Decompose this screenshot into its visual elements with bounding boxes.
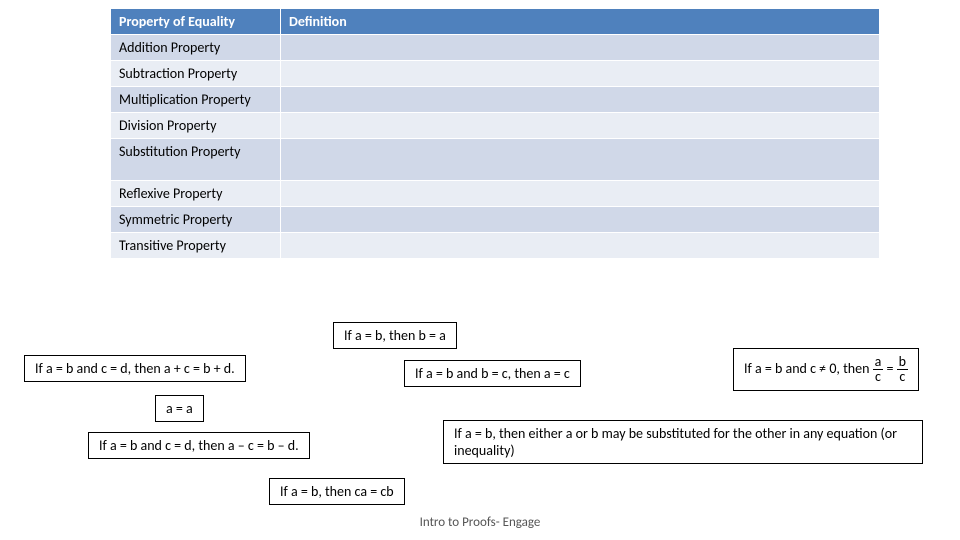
table-row: Substitution Property: [111, 139, 281, 181]
table-row: Multiplication Property: [111, 87, 281, 113]
footer-text: Intro to Proofs- Engage: [0, 515, 960, 530]
card-reflexive: a = a: [155, 395, 204, 422]
card-addition: If a = b and c = d, then a + c = b + d.: [24, 355, 246, 382]
card-multiplication: If a = b, then ca = cb: [269, 478, 405, 505]
table-cell-def: [281, 87, 880, 113]
table-cell-def: [281, 181, 880, 207]
fraction-a-over-c: ac: [873, 355, 884, 384]
table-row: Reflexive Property: [111, 181, 281, 207]
table-row: Subtraction Property: [111, 61, 281, 87]
table-row: Division Property: [111, 113, 281, 139]
table-cell-def: [281, 113, 880, 139]
card-division: If a = b and c ≠ 0, then ac = bc: [733, 348, 919, 391]
table-cell-def: [281, 139, 880, 181]
table-row: Addition Property: [111, 35, 281, 61]
table-cell-def: [281, 233, 880, 259]
table-row: Symmetric Property: [111, 207, 281, 233]
col-header-property: Property of Equality: [111, 9, 281, 35]
card-subtraction: If a = b and c = d, then a – c = b – d.: [88, 432, 310, 459]
card-transitive: If a = b and b = c, then a = c: [404, 360, 581, 387]
table-cell-def: [281, 207, 880, 233]
col-header-definition: Definition: [281, 9, 880, 35]
card-substitution: If a = b, then either a or b may be subs…: [443, 420, 923, 464]
table-cell-def: [281, 35, 880, 61]
table-cell-def: [281, 61, 880, 87]
properties-table: Property of Equality Definition Addition…: [110, 8, 880, 259]
eq-symbol: =: [883, 360, 896, 377]
fraction-b-over-c: bc: [897, 355, 908, 384]
card-division-text2: 0, then: [826, 360, 872, 377]
table-row: Transitive Property: [111, 233, 281, 259]
card-symmetric: If a = b, then b = a: [333, 322, 457, 349]
card-division-text: If a = b and c: [744, 360, 819, 377]
